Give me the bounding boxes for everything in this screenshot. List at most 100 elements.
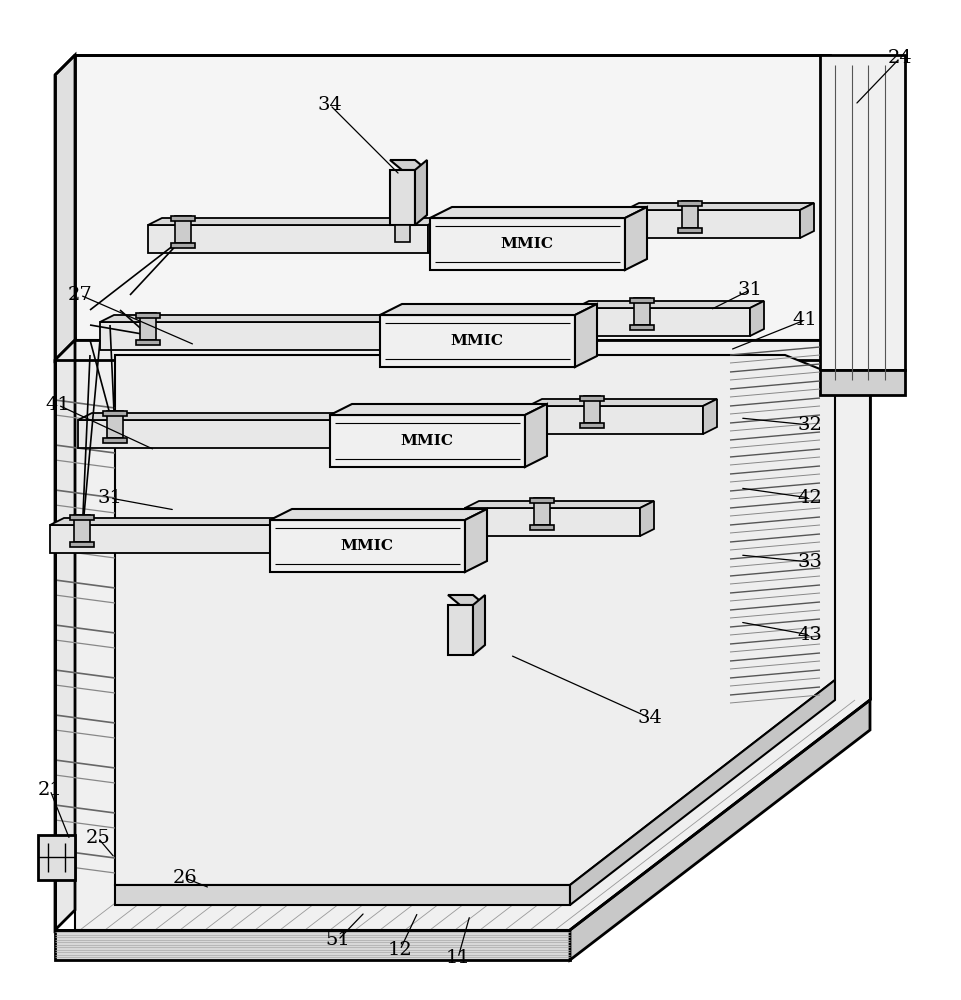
Polygon shape [100,322,380,350]
Polygon shape [625,207,647,270]
Polygon shape [584,396,600,423]
Text: 31: 31 [737,281,762,299]
Polygon shape [136,340,160,345]
Polygon shape [270,509,487,520]
Text: 33: 33 [798,553,823,571]
Polygon shape [575,301,764,308]
Polygon shape [625,210,800,238]
Text: 27: 27 [67,286,92,304]
Polygon shape [55,55,75,360]
Polygon shape [103,438,127,443]
Polygon shape [625,203,814,210]
Polygon shape [473,595,485,655]
Text: 42: 42 [798,489,823,507]
Polygon shape [148,218,442,225]
Polygon shape [380,315,575,367]
Polygon shape [575,308,750,336]
Polygon shape [100,315,394,322]
Polygon shape [465,508,640,536]
Polygon shape [171,216,195,221]
Polygon shape [580,423,604,428]
Text: 25: 25 [86,829,111,847]
Polygon shape [148,225,428,253]
Polygon shape [678,201,702,206]
Polygon shape [395,225,410,242]
Polygon shape [78,413,372,420]
Polygon shape [103,411,127,416]
Text: 41: 41 [45,396,70,414]
Polygon shape [534,498,550,525]
Polygon shape [55,340,75,930]
Polygon shape [171,243,195,248]
Text: MMIC: MMIC [451,334,504,348]
Polygon shape [530,498,554,503]
Polygon shape [465,509,487,572]
Polygon shape [570,680,835,905]
Text: 11: 11 [446,949,470,967]
Text: 32: 32 [798,416,823,434]
Polygon shape [115,355,835,885]
Polygon shape [38,835,75,880]
Polygon shape [682,201,698,228]
Polygon shape [270,520,465,572]
Polygon shape [800,203,814,238]
Polygon shape [50,525,330,553]
Polygon shape [55,930,570,960]
Polygon shape [640,501,654,536]
Polygon shape [580,396,604,401]
Polygon shape [634,298,650,325]
Polygon shape [330,518,344,553]
Polygon shape [430,207,647,218]
Polygon shape [380,304,597,315]
Polygon shape [50,518,344,525]
Text: MMIC: MMIC [501,237,554,251]
Polygon shape [415,160,427,225]
Polygon shape [428,218,442,253]
Polygon shape [175,216,191,243]
Polygon shape [448,605,473,655]
Polygon shape [703,399,717,434]
Polygon shape [448,595,485,605]
Polygon shape [390,170,415,225]
Polygon shape [75,340,870,930]
Polygon shape [70,542,94,547]
Text: 43: 43 [798,626,823,644]
Polygon shape [140,313,156,340]
Polygon shape [330,404,547,415]
Text: 34: 34 [317,96,342,114]
Polygon shape [107,411,123,438]
Polygon shape [70,515,94,520]
Text: 26: 26 [173,869,197,887]
Polygon shape [528,406,703,434]
Polygon shape [820,55,905,370]
Polygon shape [630,298,654,303]
Polygon shape [525,404,547,467]
Text: 31: 31 [98,489,122,507]
Polygon shape [358,413,372,448]
Polygon shape [820,370,905,395]
Polygon shape [465,501,654,508]
Text: MMIC: MMIC [401,434,454,448]
Polygon shape [630,325,654,330]
Polygon shape [330,415,525,467]
Text: MMIC: MMIC [340,539,393,553]
Polygon shape [570,700,870,960]
Polygon shape [390,160,427,170]
Text: 51: 51 [326,931,351,949]
Polygon shape [115,885,570,905]
Polygon shape [78,420,358,448]
Text: 41: 41 [793,311,818,329]
Text: 24: 24 [888,49,912,67]
Polygon shape [750,301,764,336]
Polygon shape [136,313,160,318]
Text: 12: 12 [387,941,412,959]
Polygon shape [75,55,830,340]
Text: 21: 21 [37,781,62,799]
Polygon shape [530,525,554,530]
Text: 34: 34 [637,709,662,727]
Polygon shape [678,228,702,233]
Polygon shape [380,315,394,350]
Polygon shape [74,515,90,542]
Polygon shape [528,399,717,406]
Polygon shape [575,304,597,367]
